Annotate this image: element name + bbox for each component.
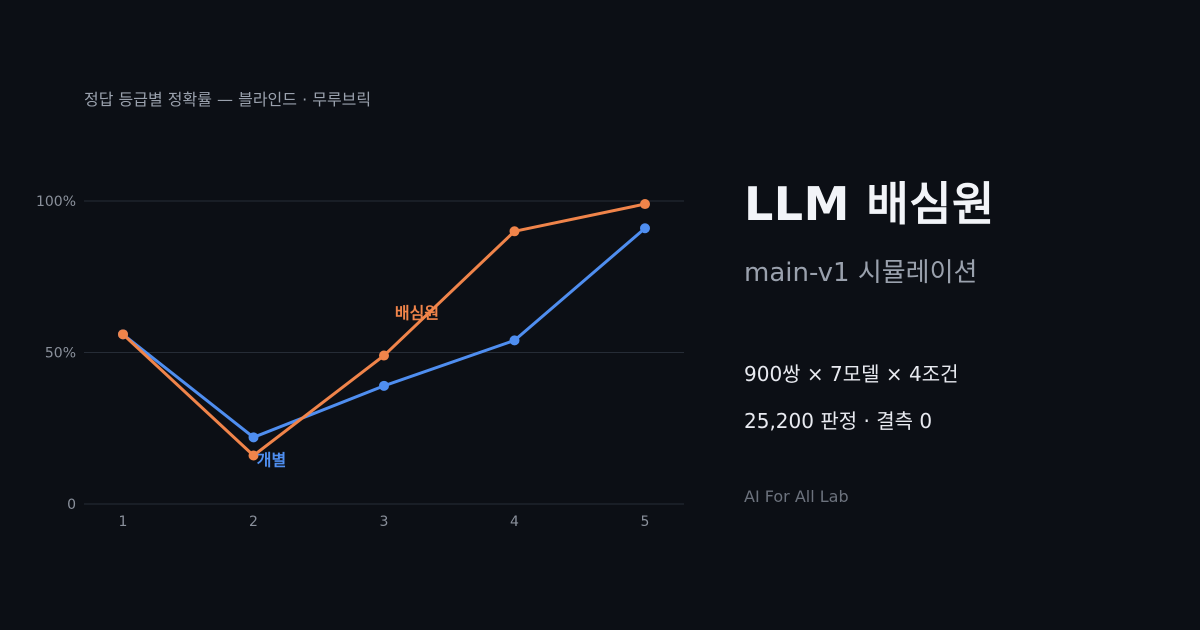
x-tick-label: 2 (249, 514, 258, 530)
series-lines (118, 199, 650, 461)
headline: LLM 배심원 (744, 177, 995, 231)
footer-credit: AI For All Lab (744, 487, 849, 506)
series-labels: 개별 배심원 (257, 304, 439, 470)
data-point (248, 450, 259, 461)
series-label: 개별 (257, 450, 286, 469)
y-tick-label: 100% (36, 194, 76, 210)
data-point (118, 329, 128, 340)
x-tick-label: 5 (641, 514, 650, 530)
x-tick-label: 3 (380, 514, 389, 530)
data-point (640, 199, 650, 210)
data-point (379, 350, 389, 361)
data-point (509, 226, 520, 237)
x-tick-label: 4 (510, 514, 519, 530)
data-point (640, 223, 650, 234)
data-point (379, 380, 389, 391)
stat-line-2: 25,200 판정 · 결측 0 (744, 409, 933, 433)
series-label: 배심원 (395, 304, 439, 323)
series-line (121, 202, 647, 458)
data-point (509, 335, 520, 346)
chart: 정답 등급별 정확률 — 블라인드 · 무루브릭 0 50% 100% 1 2 3 4 5 개… (36, 90, 684, 530)
stat-line-1: 900쌍 × 7모델 × 4조건 (744, 362, 959, 386)
y-tick-label: 0 (67, 497, 76, 513)
y-tick-label: 50% (45, 346, 76, 362)
axis-ticks: 0 50% 100% 1 2 3 4 5 (36, 194, 649, 530)
info-panel: LLM 배심원 main-v1 시뮬레이션 900쌍 × 7모델 × 4조건 2… (744, 0, 1184, 630)
data-point (248, 432, 259, 443)
x-tick-label: 1 (119, 514, 128, 530)
subhead: main-v1 시뮬레이션 (744, 258, 978, 288)
chart-title: 정답 등급별 정확률 — 블라인드 · 무루브릭 (84, 90, 371, 109)
